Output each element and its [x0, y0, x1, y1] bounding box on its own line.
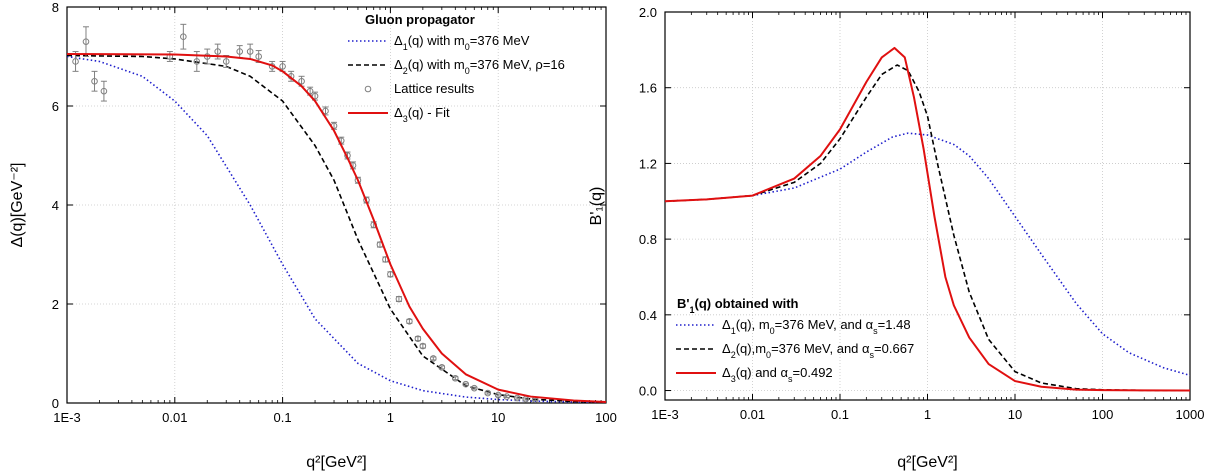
plot-area — [665, 46, 1190, 392]
grid-lines — [665, 12, 1190, 400]
data-point — [494, 391, 502, 399]
y-axis-title: Δ(q)[GeV⁻²] — [9, 163, 26, 248]
legend-entry-label: Δ2(q),m0=376 MeV, and αs=0.667 — [722, 341, 914, 360]
y-tick-label: 2.0 — [639, 5, 657, 20]
legend-marker — [364, 85, 372, 93]
x-tick-label: 1000 — [1176, 407, 1205, 422]
y-tick-label: 0.0 — [639, 384, 657, 399]
legend: Gluon propagator Δ1(q) with m0=376 MeV Δ2(… — [348, 12, 565, 124]
series-line-4 — [67, 53, 606, 403]
data-point — [354, 176, 362, 184]
y-tick-label: 0 — [52, 396, 59, 411]
x-tick-label: 1 — [924, 407, 931, 422]
plot-area — [67, 23, 606, 403]
right-panel-b1-function: 1E-3 0.01 0.1 1 10 100 1000 0.0 0.4 0.8 1.2 1.6 2.0 q… — [588, 5, 1204, 471]
axis-ticks — [664, 11, 1191, 400]
x-tick-label: 100 — [1092, 407, 1114, 422]
data-point — [214, 48, 221, 55]
data-point — [395, 295, 403, 303]
x-tick-label: 10 — [1008, 407, 1022, 422]
data-point — [503, 393, 511, 400]
data-point — [484, 389, 492, 397]
data-point — [91, 77, 98, 85]
legend-entry-label: Δ2(q) with m0=376 MeV, ρ=16 — [394, 57, 565, 76]
series-line-1 — [665, 132, 1190, 377]
y-tick-label: 1.6 — [639, 81, 657, 96]
y-tick-label: 2 — [52, 297, 59, 312]
data-point — [406, 318, 413, 325]
legend-entry-label: Δ1(q), m0=376 MeV, and αs=1.48 — [722, 317, 911, 336]
data-point — [429, 355, 437, 362]
data-point — [100, 87, 108, 95]
lattice-points — [72, 23, 539, 403]
data-point — [470, 384, 478, 392]
y-tick-label: 0.4 — [639, 308, 657, 323]
data-point — [438, 364, 446, 371]
x-tick-label: 10 — [491, 410, 505, 425]
series-line-3 — [665, 46, 1190, 392]
data-point — [222, 58, 230, 65]
data-point — [82, 38, 90, 45]
x-tick-label: 1E-3 — [651, 407, 678, 422]
data-point — [236, 48, 244, 55]
data-point — [193, 58, 201, 65]
y-tick-label: 6 — [52, 99, 59, 114]
data-point — [255, 53, 262, 60]
legend-title: Gluon propagator — [365, 12, 475, 27]
series-line-1 — [67, 55, 606, 403]
grid-lines — [67, 7, 606, 403]
data-point — [513, 394, 521, 402]
x-tick-label: 1 — [387, 410, 394, 425]
legend-title: B'1(q) obtained with — [677, 296, 799, 315]
x-tick-label: 0.1 — [274, 410, 292, 425]
data-point — [311, 92, 319, 100]
y-tick-label: 1.2 — [639, 156, 657, 171]
left-panel-gluon-propagator: 1E-3 0.01 0.1 1 10 100 0 2 4 6 8 q²[GeV²] Δ(q)[GeV⁻²… — [9, 0, 617, 471]
series-line-2 — [67, 54, 606, 403]
legend-entry-label: Δ3(q) and αs=0.492 — [722, 365, 833, 384]
x-tick-label: 1E-3 — [53, 410, 80, 425]
x-tick-label: 0.01 — [162, 410, 187, 425]
data-point — [322, 107, 329, 115]
legend: B'1(q) obtained with Δ1(q), m0=376 MeV, a… — [676, 296, 914, 384]
data-point — [419, 342, 427, 350]
y-tick-label: 4 — [52, 198, 59, 213]
data-point — [452, 374, 459, 382]
data-point — [180, 33, 187, 41]
data-point — [72, 58, 79, 65]
y-tick-label: 8 — [52, 0, 59, 15]
data-point — [387, 271, 394, 278]
x-axis-title: q²[GeV²] — [897, 454, 957, 471]
data-point — [246, 48, 254, 55]
x-tick-label: 0.01 — [740, 407, 765, 422]
y-axis-title: B'₁(q) — [588, 187, 605, 226]
legend-entry-label: Lattice results — [394, 81, 475, 96]
series-line-2 — [665, 64, 1190, 392]
data-point — [279, 63, 286, 70]
data-point — [414, 335, 422, 342]
legend-entry-label: Δ1(q) with m0=376 MeV — [394, 33, 530, 52]
x-tick-label: 100 — [595, 410, 617, 425]
y-tick-label: 0.8 — [639, 232, 657, 247]
x-axis-title: q²[GeV²] — [306, 454, 366, 471]
legend-entry-label: Δ3(q) - Fit — [394, 105, 450, 124]
data-point — [462, 380, 470, 388]
x-tick-label: 0.1 — [831, 407, 849, 422]
data-point — [298, 77, 305, 85]
